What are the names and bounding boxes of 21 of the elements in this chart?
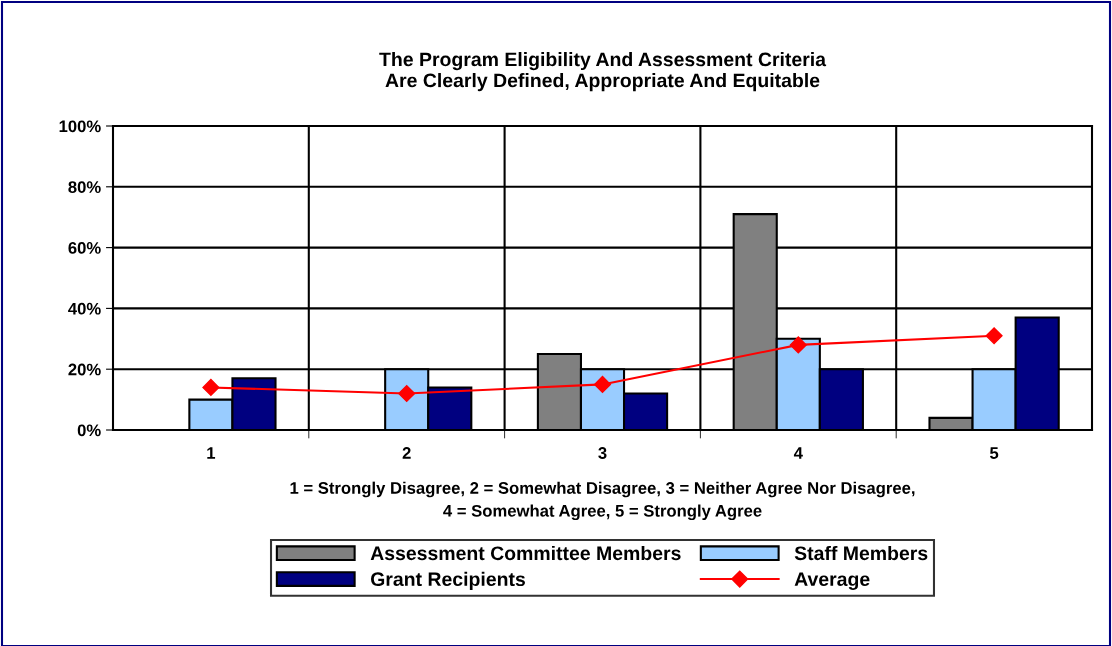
x-axis-title: 1 = Strongly Disagree, 2 = Somewhat Disagree, 3 = Neither Agree Nor Disagree, 4 = Somewhat Agree, 5 = Strongly Agree [290, 481, 915, 521]
y-tick-label: 100% [59, 120, 101, 133]
point [202, 378, 220, 396]
point [985, 327, 1003, 345]
legend-label: Assessment Committee Members [370, 545, 681, 561]
legend-label: Average [794, 572, 870, 590]
x-tick-label: 1 [207, 447, 216, 459]
y-tick-label: 60% [68, 242, 101, 254]
y-tick-label: 0% [77, 424, 101, 437]
point [593, 375, 612, 393]
x-tick-label: 3 [598, 447, 607, 459]
chart-title: The Program Eligibility And Assessment Criteria Are Clearly Defined, Appropriate And Equitable [379, 51, 827, 92]
legend-label: Staff Members [794, 545, 928, 561]
y-tick-label: 40% [68, 302, 101, 315]
y-tick-label: 20% [68, 363, 101, 376]
x-tick-label: 2 [402, 447, 411, 459]
x-tick-label: 5 [989, 447, 999, 459]
y-tick-label: 80% [68, 181, 101, 193]
point [789, 336, 807, 354]
legend-label: Grant Recipients [370, 571, 525, 590]
x-tick-label: 4 [793, 447, 803, 459]
